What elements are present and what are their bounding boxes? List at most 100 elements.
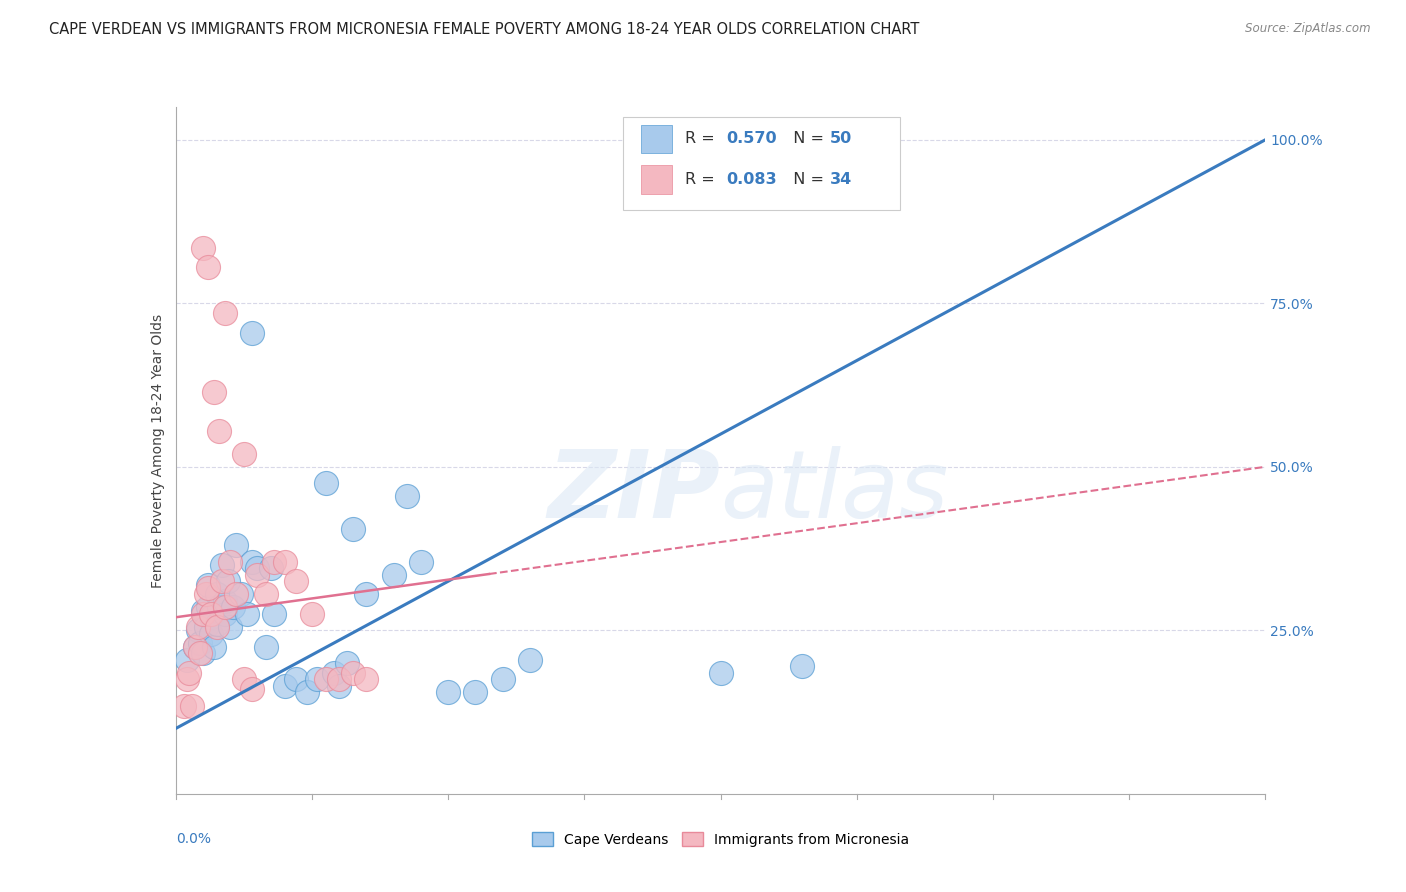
Legend: Cape Verdeans, Immigrants from Micronesia: Cape Verdeans, Immigrants from Micronesi… xyxy=(526,826,915,852)
Text: Source: ZipAtlas.com: Source: ZipAtlas.com xyxy=(1246,22,1371,36)
Point xyxy=(211,558,233,572)
Point xyxy=(254,640,277,654)
Point xyxy=(356,673,378,687)
Point xyxy=(191,646,214,660)
Point xyxy=(214,607,236,621)
Point xyxy=(188,636,211,650)
Point xyxy=(232,673,254,687)
FancyBboxPatch shape xyxy=(641,125,672,153)
Point xyxy=(186,624,209,638)
Point xyxy=(710,665,733,680)
Point xyxy=(322,665,344,680)
Y-axis label: Female Poverty Among 18-24 Year Olds: Female Poverty Among 18-24 Year Olds xyxy=(150,313,165,588)
Point xyxy=(208,600,231,615)
Point xyxy=(231,587,253,601)
Point xyxy=(197,577,219,591)
Point xyxy=(219,555,242,569)
Point xyxy=(342,522,364,536)
Point xyxy=(208,424,231,438)
Point xyxy=(336,656,359,670)
Point xyxy=(219,620,242,634)
Text: 0.570: 0.570 xyxy=(725,131,776,146)
Point xyxy=(173,698,195,713)
Text: 34: 34 xyxy=(830,172,852,186)
Point xyxy=(181,698,204,713)
Point xyxy=(211,574,233,589)
Text: 50: 50 xyxy=(830,131,852,146)
Point xyxy=(464,685,486,699)
Text: CAPE VERDEAN VS IMMIGRANTS FROM MICRONESIA FEMALE POVERTY AMONG 18-24 YEAR OLDS : CAPE VERDEAN VS IMMIGRANTS FROM MICRONES… xyxy=(49,22,920,37)
Point xyxy=(186,620,209,634)
Point xyxy=(396,489,419,503)
Point xyxy=(240,555,263,569)
Text: R =: R = xyxy=(685,172,720,186)
Point xyxy=(176,653,198,667)
Point xyxy=(235,607,257,621)
Point xyxy=(188,646,211,660)
Point xyxy=(214,600,236,615)
Point xyxy=(315,673,337,687)
Point xyxy=(301,607,323,621)
Point xyxy=(307,673,329,687)
Point xyxy=(284,673,307,687)
Text: N =: N = xyxy=(783,172,828,186)
Point xyxy=(202,384,225,399)
Point xyxy=(202,640,225,654)
Point xyxy=(342,665,364,680)
Text: atlas: atlas xyxy=(721,446,949,537)
Point xyxy=(274,679,297,693)
Point xyxy=(356,587,378,601)
Point xyxy=(328,679,350,693)
Point xyxy=(214,594,236,608)
Point xyxy=(222,600,245,615)
Point xyxy=(792,659,814,673)
Point xyxy=(263,555,285,569)
Point xyxy=(225,538,247,552)
Point xyxy=(191,241,214,255)
Point xyxy=(492,673,515,687)
Point xyxy=(197,581,219,595)
Point xyxy=(382,567,405,582)
Point xyxy=(191,604,214,618)
Point xyxy=(246,561,269,575)
Point xyxy=(214,306,236,320)
Point xyxy=(328,673,350,687)
Point xyxy=(437,685,460,699)
Point xyxy=(519,653,541,667)
Point xyxy=(409,555,432,569)
Point xyxy=(200,610,222,624)
FancyBboxPatch shape xyxy=(623,118,900,211)
Point xyxy=(315,476,337,491)
Point xyxy=(260,561,283,575)
Point xyxy=(274,555,297,569)
Point xyxy=(263,607,285,621)
Text: N =: N = xyxy=(783,131,828,146)
Point xyxy=(197,260,219,275)
Point xyxy=(295,685,318,699)
Point xyxy=(205,620,228,634)
Point xyxy=(246,567,269,582)
Text: 0.0%: 0.0% xyxy=(176,831,211,846)
Point xyxy=(284,574,307,589)
Point xyxy=(197,600,219,615)
Point xyxy=(176,673,198,687)
Point xyxy=(200,607,222,621)
Point xyxy=(240,682,263,697)
Point xyxy=(254,587,277,601)
Point xyxy=(217,574,239,589)
Point xyxy=(240,326,263,340)
Point xyxy=(184,640,207,654)
Point xyxy=(205,616,228,631)
Point xyxy=(232,447,254,461)
Point xyxy=(205,587,228,601)
Text: 0.083: 0.083 xyxy=(725,172,776,186)
FancyBboxPatch shape xyxy=(641,165,672,194)
Point xyxy=(225,587,247,601)
Point xyxy=(179,665,201,680)
Point xyxy=(194,587,217,601)
Text: ZIP: ZIP xyxy=(548,446,721,538)
Point xyxy=(184,640,207,654)
Point xyxy=(194,620,217,634)
Point xyxy=(200,626,222,640)
Text: R =: R = xyxy=(685,131,720,146)
